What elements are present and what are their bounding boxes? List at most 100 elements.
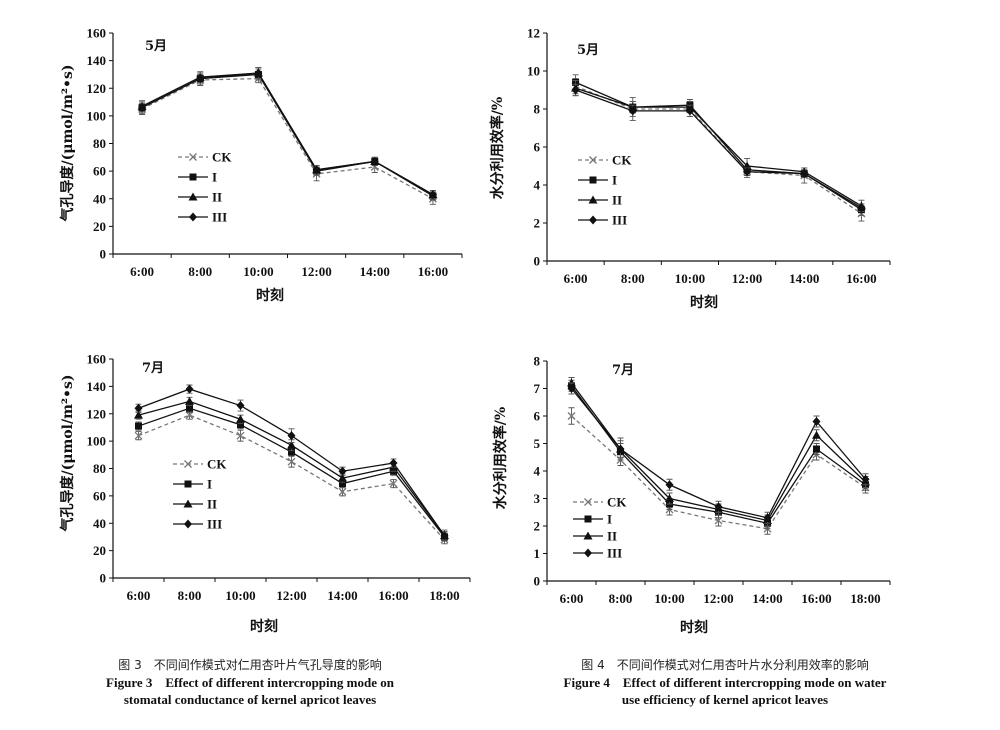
y-tick-label: 8 bbox=[534, 354, 541, 369]
figure-3-caption-en-line1: Figure 3 Effect of different intercroppi… bbox=[106, 675, 394, 690]
x-tick-label: 14:00 bbox=[789, 271, 819, 286]
series-line-i bbox=[575, 81, 862, 211]
legend-label: I bbox=[607, 512, 612, 527]
data-point bbox=[134, 403, 143, 413]
series-line-ii bbox=[575, 87, 862, 207]
data-point bbox=[134, 431, 143, 440]
x-axis-title: 时刻 bbox=[680, 619, 708, 636]
data-point bbox=[254, 68, 263, 78]
legend-label: III bbox=[612, 213, 627, 228]
y-tick-label: 160 bbox=[87, 26, 107, 41]
y-tick-label: 100 bbox=[87, 434, 107, 449]
x-tick-label: 16:00 bbox=[801, 591, 831, 606]
x-tick-label: 6:00 bbox=[560, 591, 584, 606]
chart-fig4-may: 0 2 4 6 8 10 12 6:00 8:00 10:00 12:00 14:00 16:00 水分利… bbox=[480, 0, 1000, 330]
legend-label: III bbox=[607, 546, 622, 561]
legend-label: I bbox=[612, 173, 617, 188]
x-axis-title: 时刻 bbox=[250, 618, 278, 635]
panel-month-label: 5月 bbox=[577, 43, 599, 58]
x-tick-label: 12:00 bbox=[276, 588, 306, 603]
x-tick-label: 6:00 bbox=[130, 264, 154, 279]
x-axis-title: 时刻 bbox=[690, 294, 718, 311]
y-tick-label: 80 bbox=[93, 136, 106, 151]
data-point bbox=[338, 466, 347, 476]
series-ck bbox=[138, 73, 437, 205]
y-tick-label: 40 bbox=[93, 516, 106, 531]
x-tick-label: 12:00 bbox=[301, 264, 331, 279]
y-tick-label: 8 bbox=[534, 102, 541, 117]
y-tick-label: 4 bbox=[534, 464, 541, 479]
data-point bbox=[338, 473, 347, 482]
x-tick-label: 14:00 bbox=[752, 591, 782, 606]
y-tick-label: 10 bbox=[527, 64, 540, 79]
legend-label: II bbox=[212, 190, 222, 205]
legend-marker bbox=[184, 519, 192, 529]
chart-fig3-july: 0 20 40 60 80 100 120 140 160 6:00 8:00 10:00 12:00 1… bbox=[0, 335, 500, 655]
y-tick-label: 20 bbox=[93, 543, 106, 558]
data-point bbox=[665, 480, 674, 490]
y-tick-label: 12 bbox=[527, 26, 540, 41]
data-point bbox=[287, 457, 296, 466]
legend-marker bbox=[583, 531, 593, 540]
series-line-ck bbox=[141, 77, 434, 200]
figure-3-caption: 图 3 不同间作模式对仁用杏叶片气孔导度的影响 Figure 3 Effect … bbox=[30, 656, 470, 708]
figure-4-caption-en-line1: Figure 4 Effect of different intercroppi… bbox=[563, 675, 887, 690]
data-point bbox=[743, 167, 752, 177]
legend-label: CK bbox=[612, 153, 632, 168]
legend-marker bbox=[584, 498, 592, 506]
chart-svg-fig3-july: 0 20 40 60 80 100 120 140 160 6:00 8:00 10:00 12:00 1… bbox=[59, 352, 471, 635]
x-tick-label: 14:00 bbox=[360, 264, 390, 279]
series-line-ck bbox=[575, 85, 862, 215]
data-point bbox=[236, 401, 245, 411]
legend-label: CK bbox=[207, 457, 227, 472]
legend-label: CK bbox=[212, 150, 232, 165]
legend-label: CK bbox=[607, 495, 627, 510]
data-point bbox=[389, 458, 398, 468]
figure-4-caption: 图 4 不同间作模式对仁用杏叶片水分利用效率的影响 Figure 4 Effec… bbox=[505, 656, 945, 708]
series-i bbox=[135, 403, 448, 542]
data-point bbox=[196, 74, 205, 84]
series-ii bbox=[134, 396, 449, 541]
legend-marker bbox=[584, 515, 592, 523]
data-point bbox=[338, 487, 347, 496]
data-point bbox=[567, 384, 576, 393]
x-tick-label: 18:00 bbox=[429, 588, 459, 603]
data-point bbox=[287, 440, 296, 449]
panel-month-label: 5月 bbox=[145, 39, 167, 54]
y-axis-title: 水分利用效率/% bbox=[489, 97, 506, 199]
y-tick-label: 140 bbox=[87, 379, 107, 394]
y-tick-label: 160 bbox=[87, 352, 107, 367]
data-point bbox=[138, 103, 147, 113]
legend-label: III bbox=[207, 517, 222, 532]
x-tick-label: 8:00 bbox=[621, 271, 645, 286]
x-tick-label: 10:00 bbox=[654, 591, 684, 606]
panel-month-label: 7月 bbox=[612, 363, 634, 378]
x-tick-label: 16:00 bbox=[378, 588, 408, 603]
series-line-i bbox=[141, 73, 434, 197]
x-tick-label: 12:00 bbox=[703, 591, 733, 606]
legend-label: I bbox=[207, 477, 212, 492]
y-tick-label: 120 bbox=[87, 406, 107, 421]
data-point bbox=[134, 410, 143, 419]
y-tick-label: 6 bbox=[534, 409, 541, 424]
data-point bbox=[185, 384, 194, 394]
data-point bbox=[236, 414, 245, 423]
x-tick-label: 18:00 bbox=[850, 591, 880, 606]
x-tick-label: 8:00 bbox=[188, 264, 212, 279]
legend-marker bbox=[588, 195, 598, 204]
data-point bbox=[714, 502, 723, 512]
x-tick-label: 16:00 bbox=[846, 271, 876, 286]
x-axis-title: 时刻 bbox=[256, 287, 284, 304]
data-point bbox=[237, 421, 244, 429]
data-point bbox=[685, 106, 694, 116]
legend-marker bbox=[183, 499, 193, 508]
data-point bbox=[812, 430, 821, 439]
legend-label: II bbox=[612, 193, 622, 208]
series-line-iii bbox=[141, 72, 434, 196]
y-tick-label: 20 bbox=[93, 219, 106, 234]
y-axis-title: 气孔导度/(μmol/m²•s) bbox=[59, 375, 76, 533]
y-axis-title: 气孔导度/(μmol/m²•s) bbox=[59, 65, 76, 223]
y-tick-label: 7 bbox=[534, 381, 541, 396]
